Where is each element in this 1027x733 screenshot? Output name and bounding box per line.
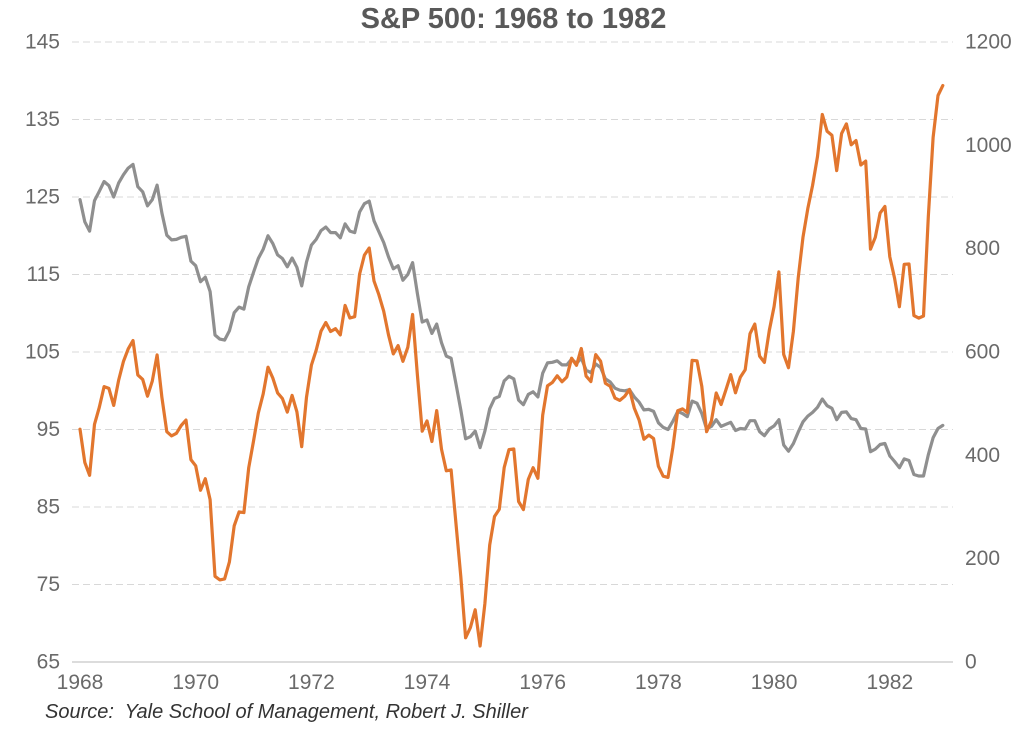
y-axis-left-tick-label: 95 (37, 418, 60, 441)
x-axis-tick-label: 1976 (519, 671, 566, 694)
x-axis-tick-label: 1968 (57, 671, 104, 694)
x-axis-tick-label: 1972 (288, 671, 335, 694)
y-axis-left-tick-label: 105 (25, 341, 60, 364)
x-axis-tick-label: 1974 (404, 671, 451, 694)
source-note: Source: Yale School of Management, Rober… (45, 701, 528, 723)
y-axis-left-tick-label: 135 (25, 108, 60, 131)
series-line-orange-series (78, 83, 945, 648)
y-axis-right-tick-label: 600 (965, 341, 1000, 364)
y-axis-right-tick-label: 0 (965, 651, 977, 674)
y-axis-right-tick-label: 1000 (965, 134, 1012, 157)
y-axis-right-tick-label: 800 (965, 237, 1000, 260)
gridlines (72, 41, 953, 663)
x-axis-tick-label: 1978 (635, 671, 682, 694)
y-axis-left-tick-label: 125 (25, 186, 60, 209)
y-axis-left-tick-label: 75 (37, 573, 60, 596)
axis-labels: 145 135 125 115 105 95 85 75 65 1200 1000 800 600 400… (25, 31, 1012, 695)
x-axis-tick-label: 1982 (866, 671, 913, 694)
x-axis-tick-label: 1980 (751, 671, 798, 694)
y-axis-left-tick-label: 85 (37, 496, 60, 519)
y-axis-right-tick-label: 1200 (965, 31, 1012, 54)
y-axis-right-tick-label: 400 (965, 444, 1000, 467)
x-axis-tick-label: 1970 (172, 671, 219, 694)
y-axis-left-tick-label: 115 (27, 263, 60, 286)
series-line-gray-series (78, 162, 945, 478)
y-axis-right-tick-label: 200 (965, 547, 1000, 570)
y-axis-left-tick-label: 145 (25, 31, 60, 54)
chart-title: S&P 500: 1968 to 1982 (360, 3, 667, 35)
y-axis-left-tick-label: 65 (37, 651, 60, 674)
